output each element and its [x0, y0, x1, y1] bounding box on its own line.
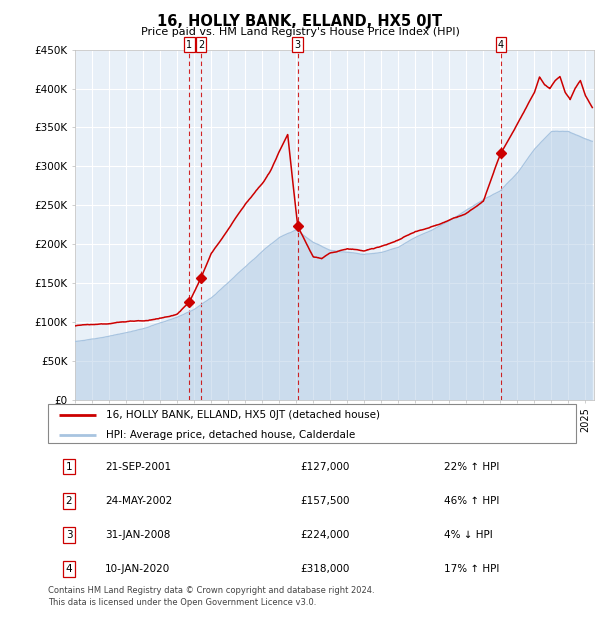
Text: £157,500: £157,500: [300, 495, 349, 506]
Text: 4% ↓ HPI: 4% ↓ HPI: [444, 529, 493, 540]
Text: 4: 4: [498, 40, 504, 50]
Text: 46% ↑ HPI: 46% ↑ HPI: [444, 495, 499, 506]
Text: 1: 1: [65, 461, 73, 472]
Text: 16, HOLLY BANK, ELLAND, HX5 0JT (detached house): 16, HOLLY BANK, ELLAND, HX5 0JT (detache…: [106, 410, 380, 420]
Text: 1: 1: [186, 40, 193, 50]
Text: £224,000: £224,000: [300, 529, 349, 540]
Text: 17% ↑ HPI: 17% ↑ HPI: [444, 564, 499, 574]
Text: 4: 4: [65, 564, 73, 574]
Text: 31-JAN-2008: 31-JAN-2008: [105, 529, 170, 540]
Text: Price paid vs. HM Land Registry's House Price Index (HPI): Price paid vs. HM Land Registry's House …: [140, 27, 460, 37]
Text: Contains HM Land Registry data © Crown copyright and database right 2024.: Contains HM Land Registry data © Crown c…: [48, 586, 374, 595]
Text: 2: 2: [198, 40, 204, 50]
Text: 16, HOLLY BANK, ELLAND, HX5 0JT: 16, HOLLY BANK, ELLAND, HX5 0JT: [157, 14, 443, 29]
Text: 10-JAN-2020: 10-JAN-2020: [105, 564, 170, 574]
Text: 21-SEP-2001: 21-SEP-2001: [105, 461, 171, 472]
Text: 2: 2: [65, 495, 73, 506]
Text: 3: 3: [65, 529, 73, 540]
Text: 24-MAY-2002: 24-MAY-2002: [105, 495, 172, 506]
Text: This data is licensed under the Open Government Licence v3.0.: This data is licensed under the Open Gov…: [48, 598, 316, 608]
Text: £127,000: £127,000: [300, 461, 349, 472]
Text: £318,000: £318,000: [300, 564, 349, 574]
Text: 22% ↑ HPI: 22% ↑ HPI: [444, 461, 499, 472]
Text: HPI: Average price, detached house, Calderdale: HPI: Average price, detached house, Cald…: [106, 430, 355, 440]
Text: 3: 3: [295, 40, 301, 50]
